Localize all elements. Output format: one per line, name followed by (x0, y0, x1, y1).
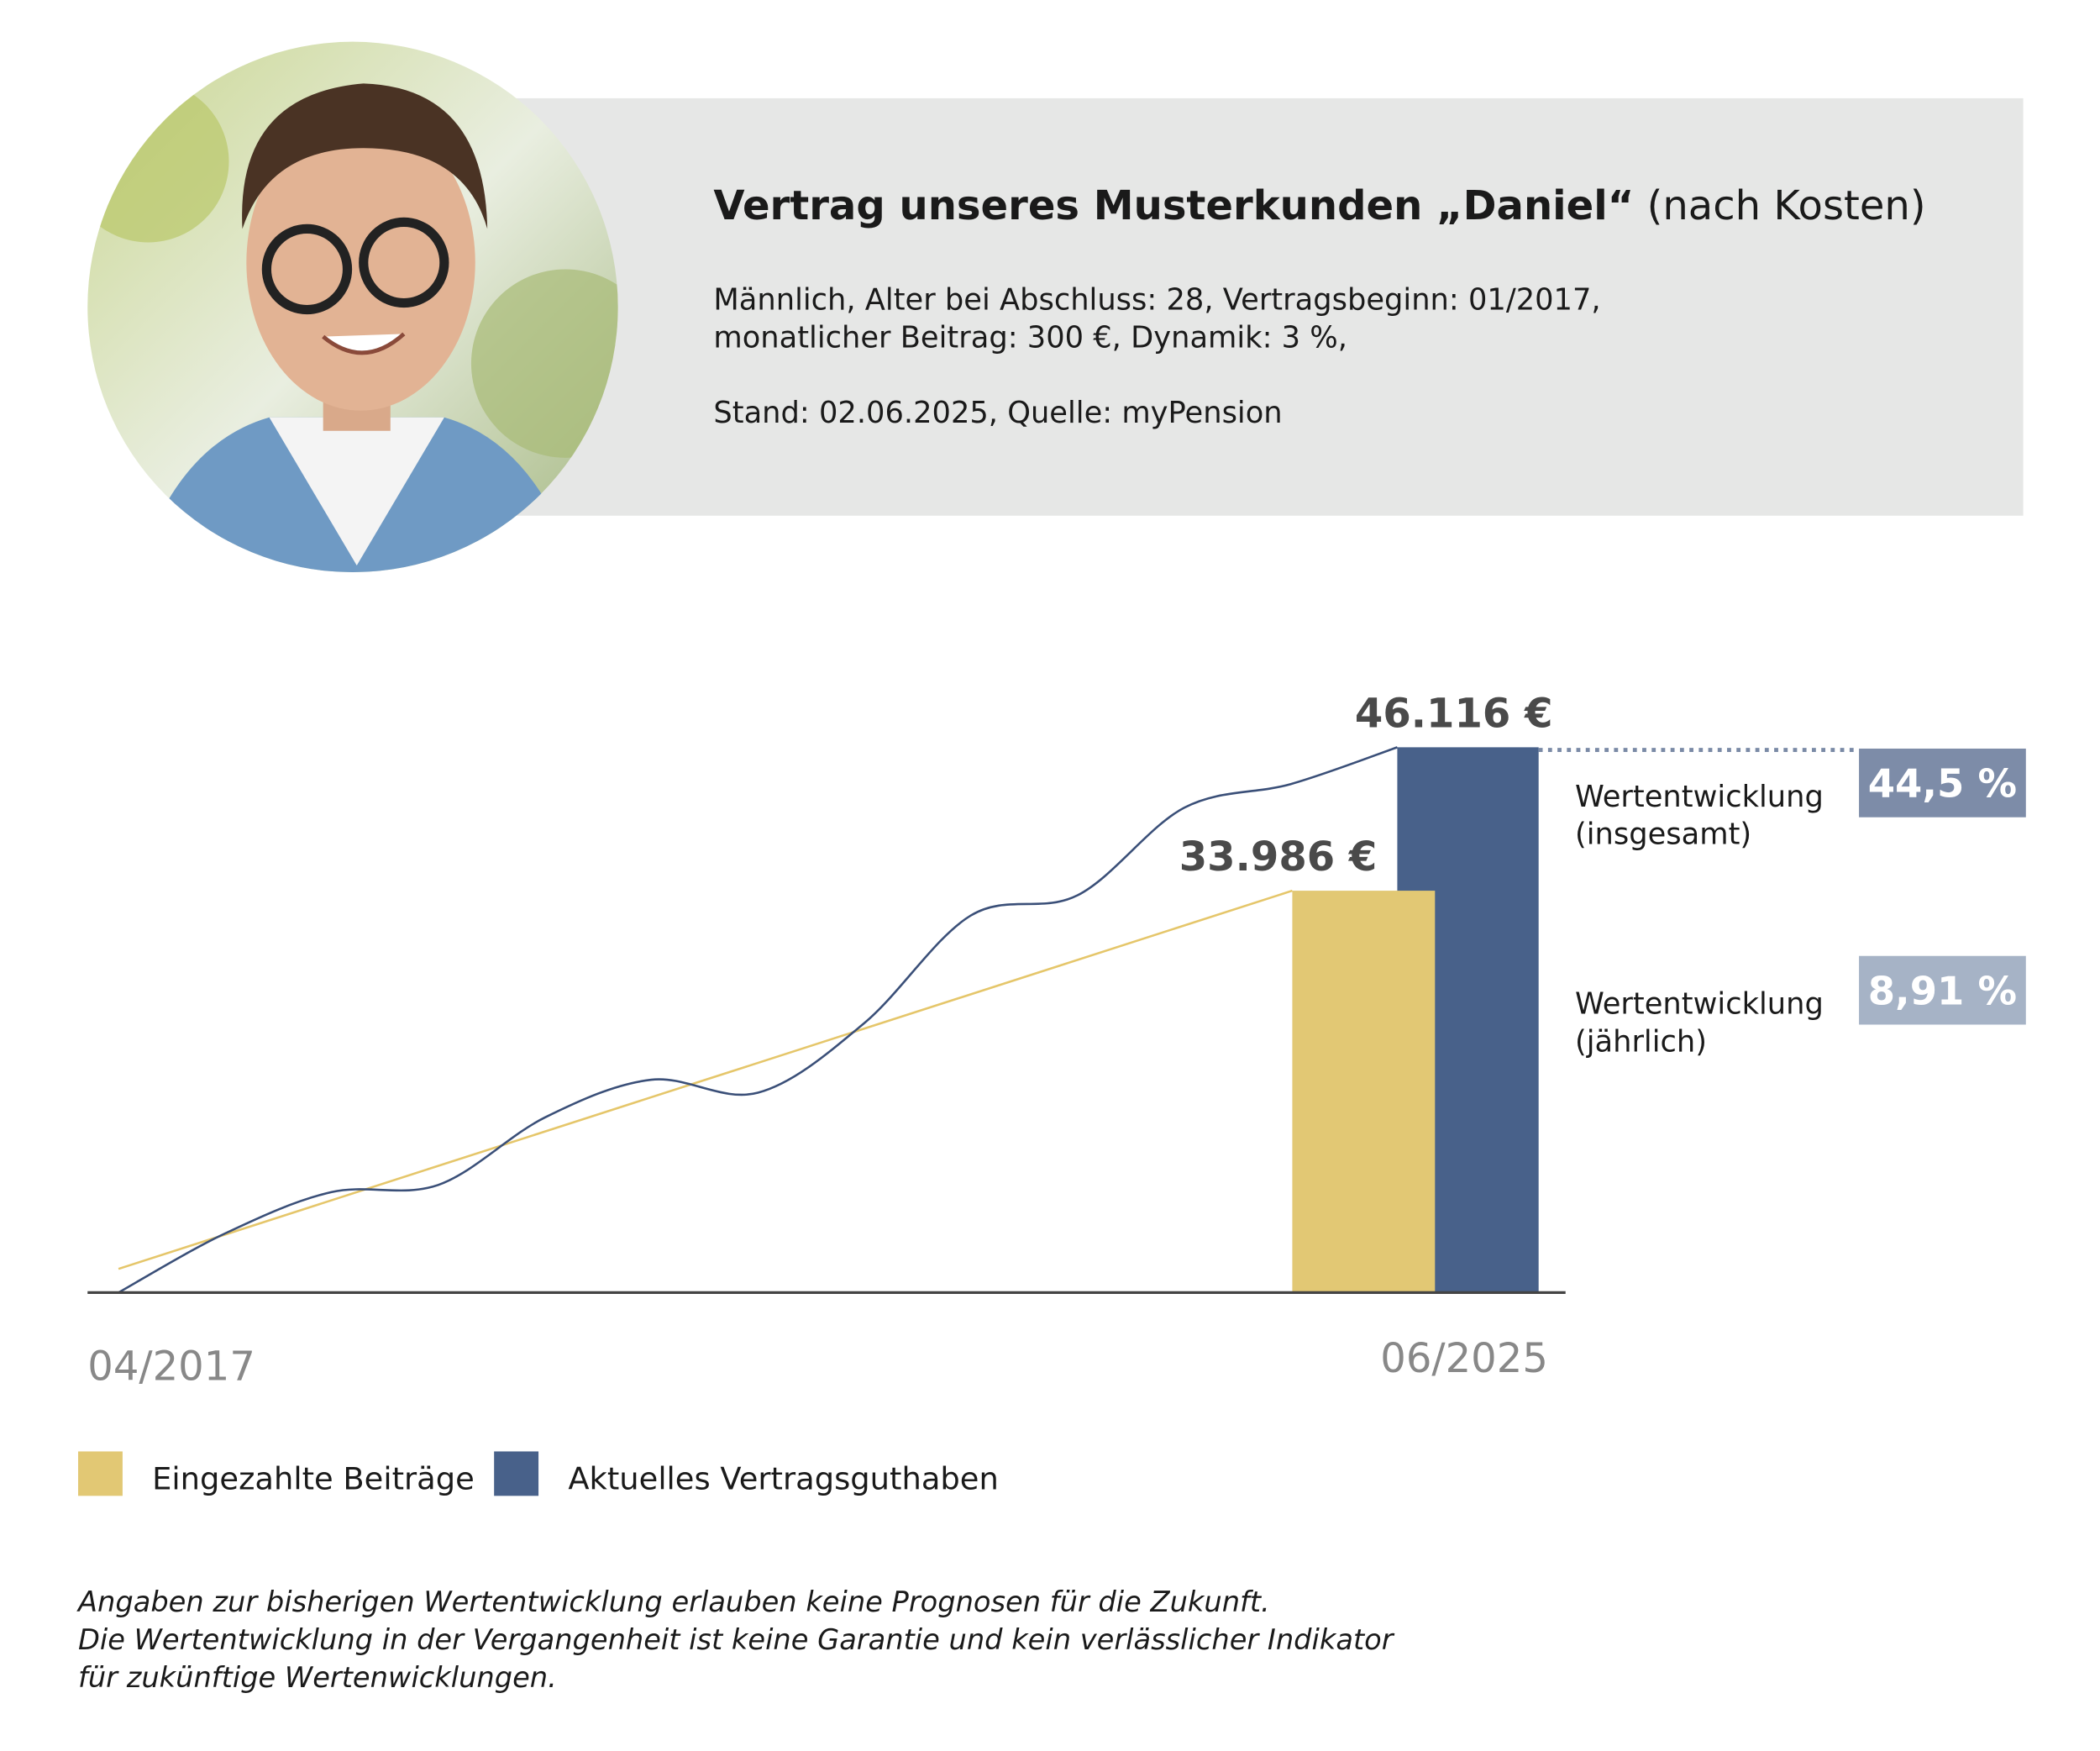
annotation-text: (jährlich) (1575, 1025, 1707, 1060)
legend-label: Aktuelles Vertragsguthaben (568, 1460, 998, 1496)
title-rest: (nach Kosten) (1647, 182, 1926, 229)
chart: 46.116 € 33.986 € Wertentwicklung (insgesam… (78, 690, 2026, 1496)
disclaimer-line: Angaben zur bisherigen Wertentwicklung e… (76, 1585, 1270, 1618)
portrait (87, 41, 618, 573)
annotation-text: (insgesamt) (1575, 818, 1751, 852)
legend-swatch (78, 1451, 123, 1496)
disclaimer-line: für zukünftige Wertenwicklungen. (78, 1661, 557, 1694)
annotation-box (1859, 955, 2026, 1025)
title: Vertrag unseres Musterkunden „Daniel“ (n… (713, 182, 1925, 229)
title-bold: Vertrag unseres Musterkunden „Daniel“ (713, 182, 1634, 229)
legend-label: Eingezahlte Beiträge (152, 1460, 475, 1496)
detail-line: Männlich, Alter bei Abschluss: 28, Vertr… (713, 283, 1600, 318)
annotation-text: Wertentwicklung (1575, 987, 1824, 1022)
disclaimer-line: Die Wertentwicklung in der Vergangenheit… (78, 1623, 1395, 1656)
bar (1292, 891, 1436, 1293)
annotation-text: Wertentwicklung (1575, 780, 1824, 814)
value-label: 33.986 € (1179, 833, 1378, 881)
header-box (512, 97, 2024, 516)
detail-line: monatlicher Beitrag: 300 €, Dynamik: 3 %… (713, 320, 1347, 355)
annotation-box (1859, 748, 2026, 818)
series-line (118, 746, 1398, 1294)
legend-swatch (494, 1451, 539, 1496)
annotation-value: 8,91 % (1868, 968, 2017, 1013)
x-start-label: 04/2017 (87, 1343, 255, 1391)
detail-line: Stand: 02.06.2025, Quelle: myPension (713, 396, 1282, 430)
series-line (118, 889, 1293, 1270)
annotation-value: 44,5 % (1868, 761, 2017, 807)
x-end-label: 06/2025 (1380, 1335, 1548, 1382)
value-label: 46.116 € (1355, 690, 1553, 737)
